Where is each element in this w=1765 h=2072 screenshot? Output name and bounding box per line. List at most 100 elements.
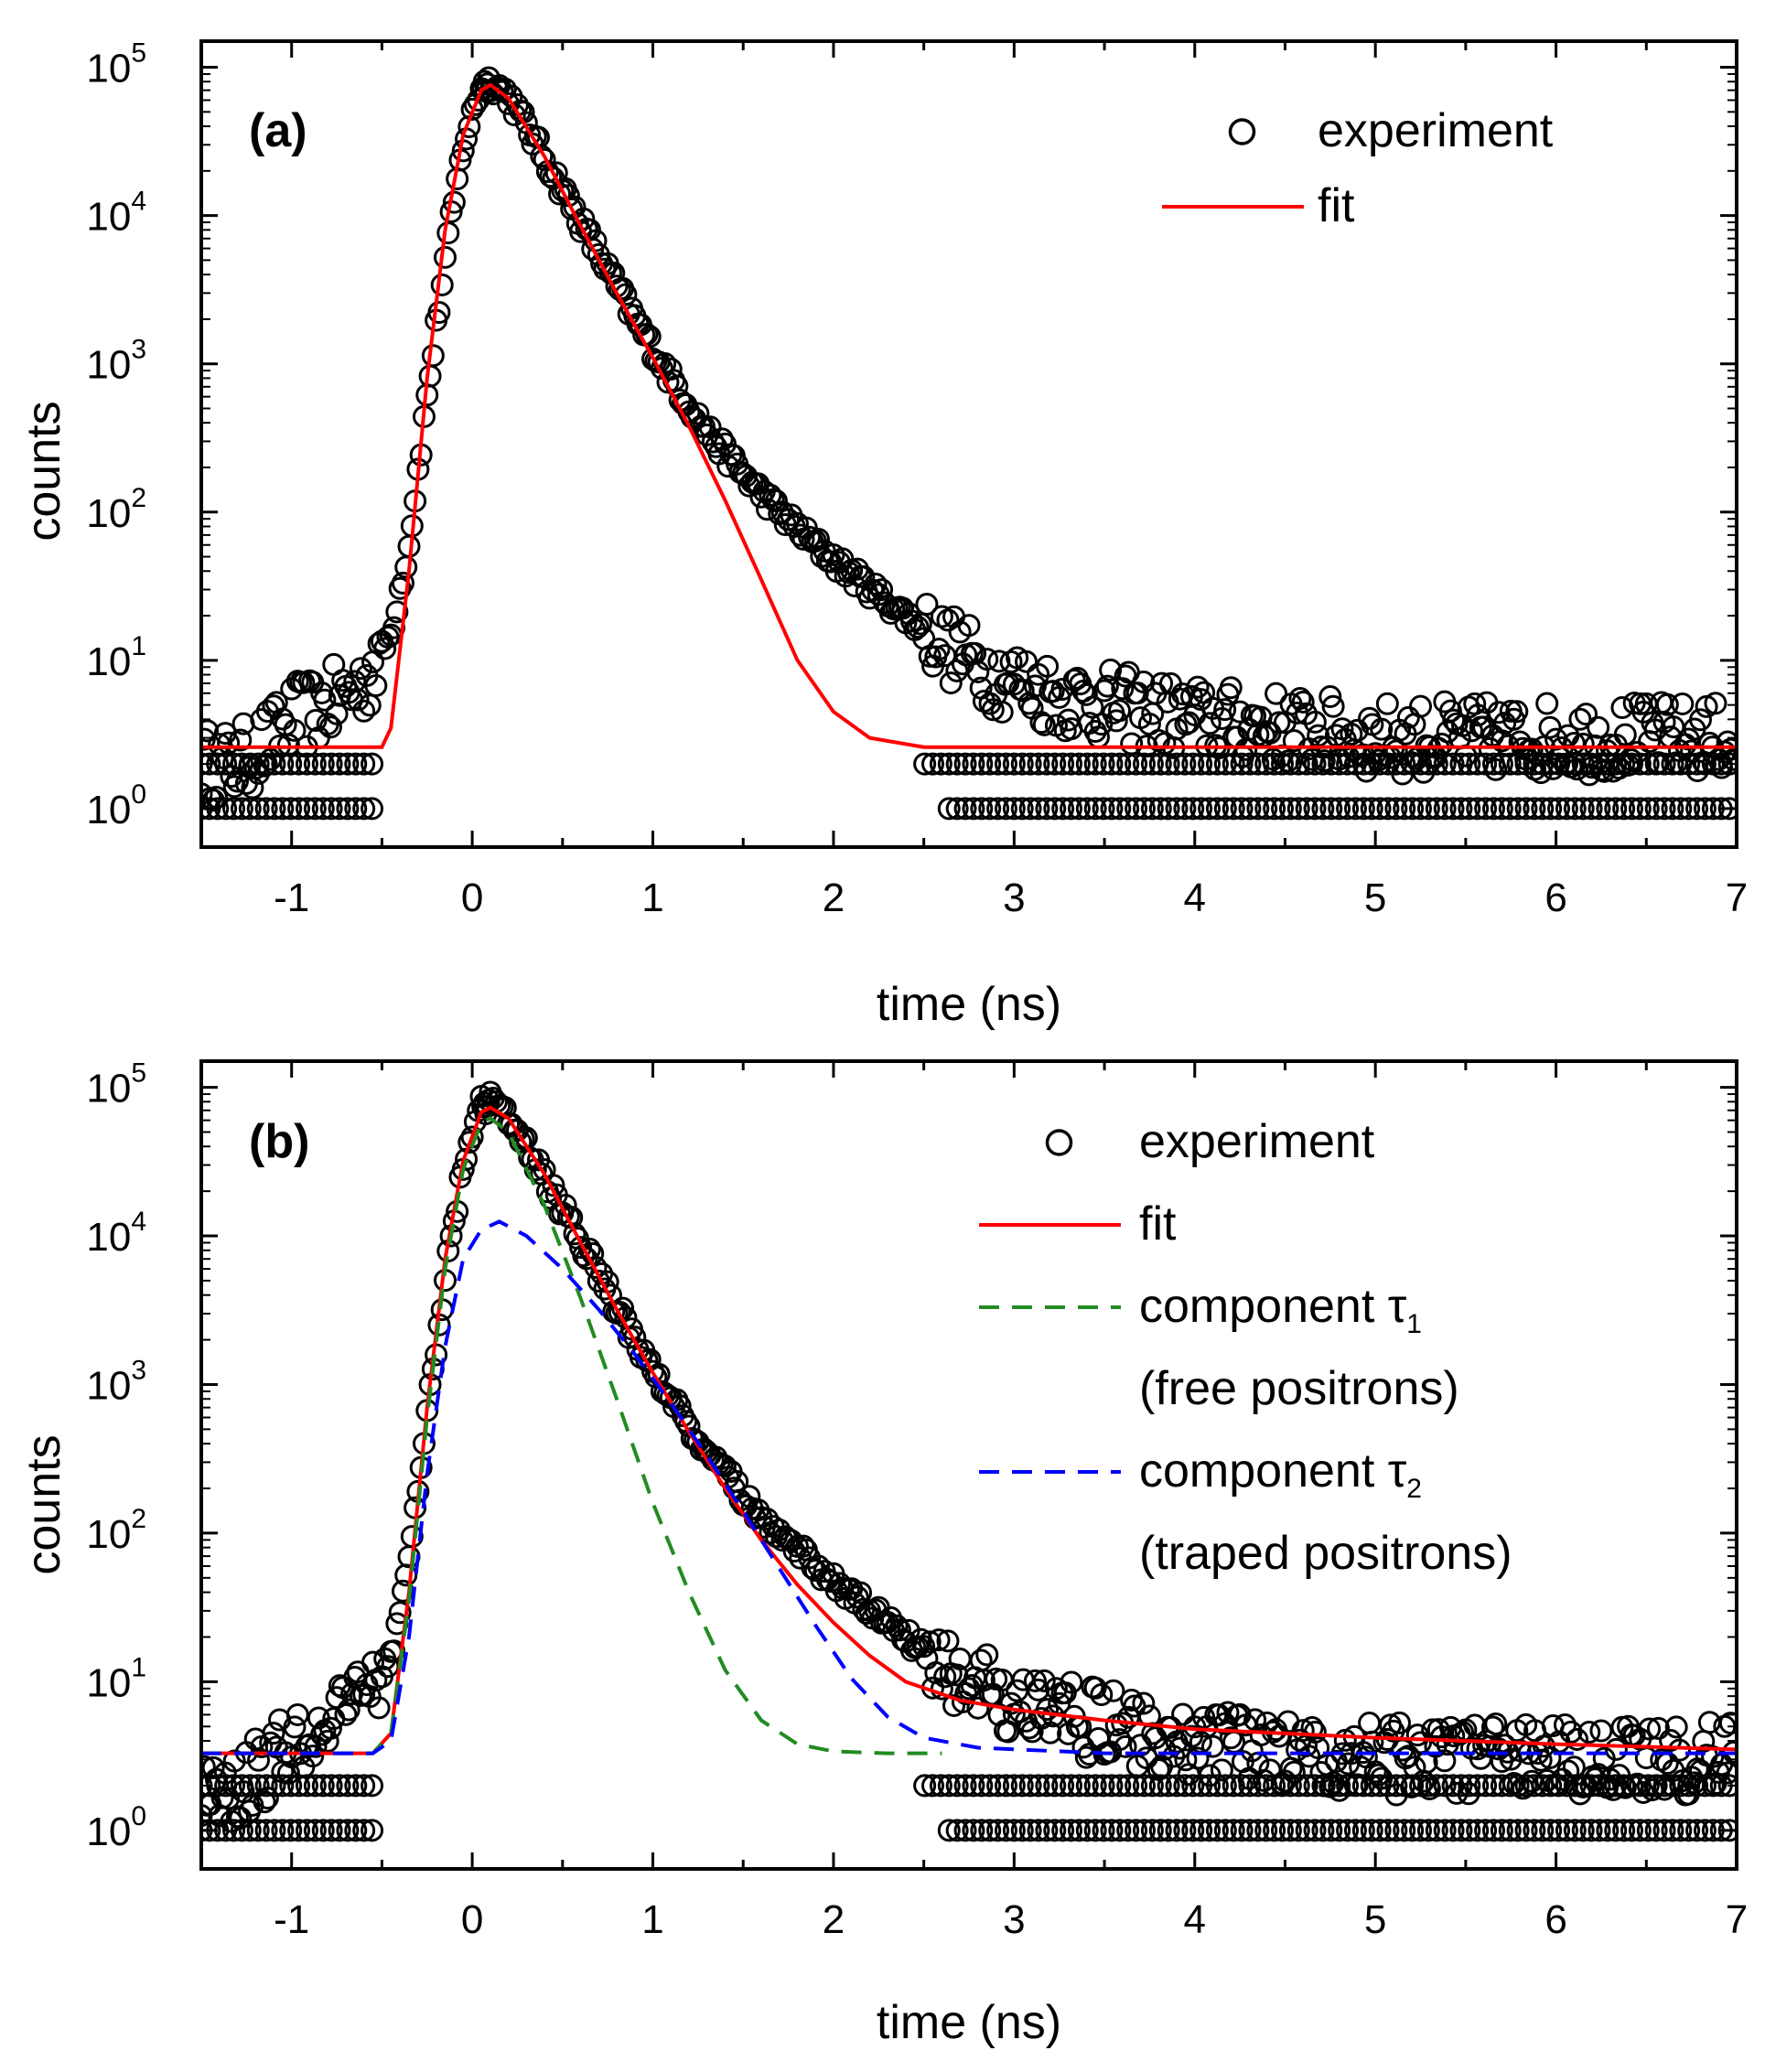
experiment-point (912, 1635, 936, 1659)
experiment-point (1677, 1774, 1701, 1798)
experiment-point (1466, 752, 1490, 776)
experiment-point (1433, 752, 1457, 776)
experiment-point (999, 650, 1023, 674)
experiment-point (1238, 1774, 1262, 1798)
experiment-point (1032, 1669, 1056, 1692)
experiment-point (1092, 797, 1115, 821)
experiment-point (1083, 752, 1107, 776)
experiment-point (1278, 797, 1302, 821)
experiment-point (1286, 752, 1310, 776)
experiment-point (1173, 1819, 1197, 1842)
experiment-point (1035, 1819, 1059, 1842)
experiment-point (1628, 1774, 1652, 1798)
experiment-point (1685, 1774, 1709, 1798)
experiment-point (1189, 1774, 1213, 1798)
experiment-point (238, 1819, 262, 1842)
experiment-point (1481, 1819, 1505, 1842)
experiment-point (336, 752, 360, 776)
experiment-point (1319, 1774, 1343, 1798)
experiment-point (530, 145, 554, 168)
experiment-point (1319, 797, 1343, 821)
experiment-point (1669, 1774, 1693, 1798)
x-tick-label: -1 (274, 1897, 309, 1942)
experiment-point (1571, 797, 1595, 821)
experiment-point (1108, 1774, 1132, 1798)
experiment-point (1029, 711, 1053, 735)
experiment-point (1125, 752, 1148, 776)
experiment-point (1010, 797, 1034, 821)
experiment-point (1425, 797, 1448, 821)
experiment-point (1311, 1819, 1335, 1842)
panel-label: (b) (249, 1115, 309, 1168)
experiment-point (994, 1819, 1017, 1842)
experiment-point (1222, 752, 1245, 776)
experiment-point (1644, 1774, 1668, 1798)
experiment-point (385, 600, 409, 624)
experiment-point (1271, 797, 1295, 821)
experiment-point (344, 797, 368, 821)
experiment-point (1074, 1745, 1098, 1769)
experiment-point (1351, 797, 1375, 821)
experiment-point (1148, 1819, 1172, 1842)
experiment-point (1181, 797, 1205, 821)
experiment-point (1441, 1819, 1465, 1842)
experiment-point (1474, 1819, 1498, 1842)
y-tick-label: 103 (86, 335, 146, 388)
experiment-point (962, 797, 985, 821)
y-tick-label: 101 (86, 1652, 146, 1705)
experiment-point (929, 1774, 952, 1798)
experiment-point (254, 752, 278, 776)
experiment-point (230, 1774, 253, 1798)
experiment-point (1425, 1819, 1448, 1842)
x-tick-label: 2 (823, 875, 845, 920)
experiment-point (1701, 752, 1725, 776)
experiment-point (1360, 1774, 1383, 1798)
experiment-point (1286, 1774, 1310, 1798)
experiment-points (201, 66, 1737, 821)
experiment-point (1243, 1708, 1267, 1732)
experiment-point (1343, 1774, 1367, 1798)
chart-panel-b: -1 0 1 2 3 4 5 6 7 100 101 102 103 104 105 time (ns) cou… (17, 1058, 1748, 2049)
experiment-point (1587, 715, 1610, 739)
experiment-point (1693, 797, 1717, 821)
experiment-point (1671, 692, 1695, 715)
experiment-point (1108, 797, 1132, 821)
experiment-point (1577, 1721, 1601, 1745)
experiment-point (1717, 1774, 1737, 1798)
experiment-point (303, 797, 327, 821)
experiment-point (1370, 717, 1394, 741)
experiment-point (1254, 752, 1278, 776)
experiment-point (1409, 1774, 1433, 1798)
experiment-point (361, 1819, 384, 1842)
experiment-point (1449, 1774, 1473, 1798)
experiment-point (319, 752, 343, 776)
experiment-point (214, 752, 238, 776)
experiment-point (1002, 1774, 1026, 1798)
experiment-point (1108, 752, 1132, 776)
experiment-point (1669, 1819, 1693, 1842)
experiment-point (373, 637, 397, 660)
experiment-point (1387, 1711, 1411, 1734)
experiment-point (1230, 1774, 1254, 1798)
experiment-point (1300, 1715, 1324, 1739)
experiment-point (1644, 797, 1668, 821)
legend-label: component τ2 (1139, 1444, 1422, 1504)
experiment-point (1230, 752, 1254, 776)
experiment-point (1023, 1669, 1047, 1692)
experiment-point (1146, 1757, 1170, 1781)
y-axis-label: counts (17, 1434, 70, 1574)
experiment-point (271, 1819, 295, 1842)
experiment-point (263, 1774, 286, 1798)
experiment-point (986, 1819, 1010, 1842)
experiment-point (1318, 685, 1342, 709)
experiment-point (1553, 1713, 1577, 1737)
experiment-point (295, 1819, 318, 1842)
experiment-point (1574, 703, 1598, 726)
experiment-point (1531, 752, 1555, 776)
experiment-point (352, 797, 376, 821)
experiment-point (1393, 1819, 1416, 1842)
experiment-point (1286, 1819, 1310, 1842)
experiment-point (849, 1581, 873, 1605)
experiment-point (608, 1300, 631, 1324)
experiment-point (1189, 752, 1213, 776)
